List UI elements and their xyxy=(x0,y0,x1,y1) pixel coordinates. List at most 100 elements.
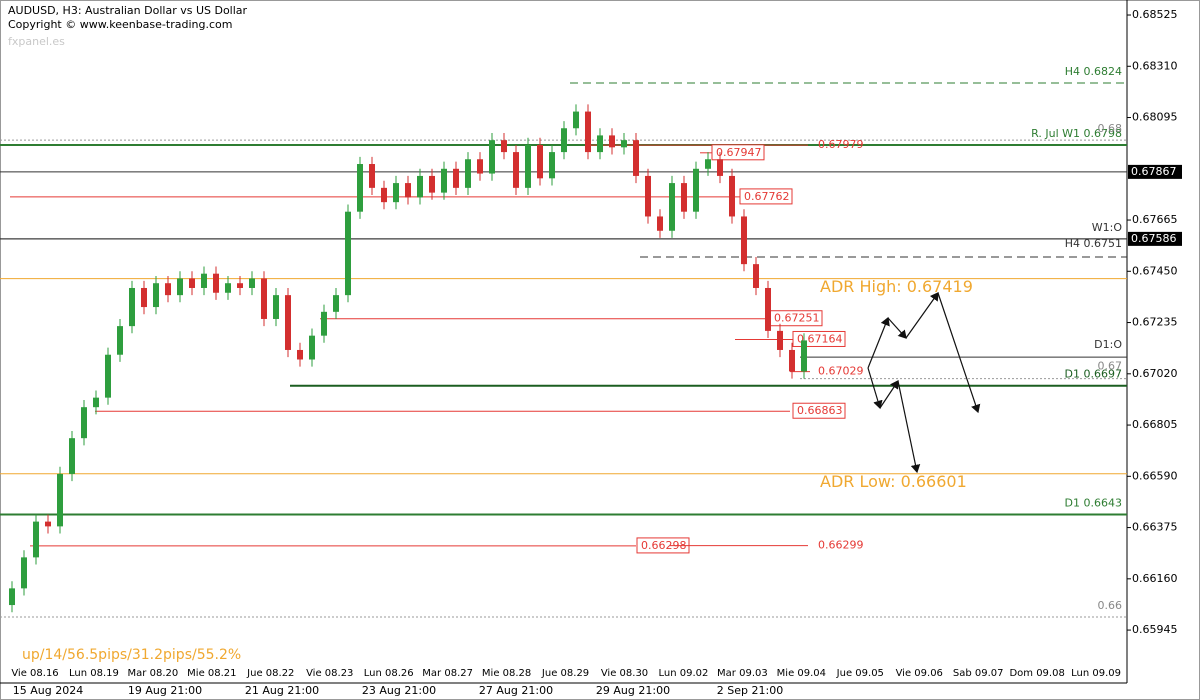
candle-body xyxy=(297,349,303,360)
level-label: H4 0.6751 xyxy=(1065,237,1122,250)
level-label: 0.66 xyxy=(1098,599,1123,612)
red-level-label: 0.67979 xyxy=(818,138,864,151)
candle-body xyxy=(21,557,27,589)
day-label: Mar 08.20 xyxy=(128,668,179,679)
level-label: W1:O xyxy=(1092,221,1123,234)
candle-body xyxy=(453,168,459,188)
red-level-label: 0.66863 xyxy=(797,404,843,417)
red-level-box xyxy=(792,402,846,419)
candle-body xyxy=(501,140,507,153)
candle-body xyxy=(429,175,435,193)
candle-body xyxy=(93,397,99,408)
candle-body xyxy=(357,164,363,212)
candle-body xyxy=(69,438,75,474)
axis-mark-box xyxy=(1128,164,1182,179)
candle-body xyxy=(693,168,699,212)
date-label: 23 Aug 21:00 xyxy=(362,684,436,697)
red-level-label: 0.66298 xyxy=(641,539,687,552)
y-tick-label: 0.67020 xyxy=(1132,367,1178,380)
candle-body xyxy=(225,283,231,293)
candle-body xyxy=(669,183,675,231)
candle-body xyxy=(405,183,411,198)
candle-body xyxy=(141,287,147,308)
day-label: Mar 09.03 xyxy=(717,668,768,679)
candle-body xyxy=(129,287,135,327)
candle-body xyxy=(489,140,495,174)
date-label: 29 Aug 21:00 xyxy=(596,684,670,697)
watermark: fxpanel.es xyxy=(8,35,65,48)
level-label: D1 0.6697 xyxy=(1065,368,1122,381)
candle-body xyxy=(681,183,687,212)
date-label: 15 Aug 2024 xyxy=(13,684,83,697)
candle-body xyxy=(465,159,471,188)
red-level-box xyxy=(711,144,765,161)
candle-body xyxy=(165,283,171,296)
candle-body xyxy=(477,159,483,174)
day-label: Vie 08.30 xyxy=(601,668,648,679)
candle-body xyxy=(561,128,567,153)
candle-body xyxy=(333,295,339,312)
day-label: Vie 08.16 xyxy=(11,668,58,679)
candle-body xyxy=(285,295,291,350)
candle-body xyxy=(705,159,711,169)
candle-body xyxy=(513,152,519,188)
candle-body xyxy=(657,216,663,231)
y-tick-label: 0.68525 xyxy=(1132,8,1178,21)
forecast-arrows xyxy=(867,292,981,474)
candle-body xyxy=(273,295,279,319)
y-tick-label: 0.66160 xyxy=(1132,572,1178,585)
level-label: ADR Low: 0.66601 xyxy=(820,472,967,491)
candle-body xyxy=(393,183,399,203)
y-tick-label: 0.68095 xyxy=(1132,111,1178,124)
y-tick-label: 0.67450 xyxy=(1132,264,1178,277)
candle-body xyxy=(201,273,207,288)
arrow xyxy=(867,316,890,369)
arrow xyxy=(879,380,899,409)
day-label: Mie 08.21 xyxy=(187,668,236,679)
candle-body xyxy=(345,211,351,296)
arrow xyxy=(905,292,939,339)
candle-body xyxy=(549,152,555,179)
day-label: Lun 08.26 xyxy=(364,668,414,679)
candle-body xyxy=(729,175,735,217)
red-level-label: 0.67947 xyxy=(716,146,762,159)
candle-body xyxy=(753,264,759,288)
candle-body xyxy=(717,159,723,176)
candle-body xyxy=(525,144,531,188)
candle-body xyxy=(573,111,579,129)
y-tick-label: 0.66805 xyxy=(1132,418,1178,431)
day-label: Dom 09.08 xyxy=(1009,668,1064,679)
level-label: D1:O xyxy=(1094,338,1122,351)
candle-body xyxy=(237,283,243,288)
arrow xyxy=(867,367,883,410)
axis-mark-label: 0.67586 xyxy=(1131,232,1177,245)
chart-title: AUDUSD, H3: Australian Dollar vs US Doll… xyxy=(8,4,248,17)
candle-body xyxy=(441,168,447,193)
level-label: ADR High: 0.67419 xyxy=(820,277,973,296)
y-tick-label: 0.65945 xyxy=(1132,623,1178,636)
arrow xyxy=(937,292,981,414)
candle-body xyxy=(765,287,771,331)
candle-body xyxy=(177,278,183,296)
day-label: Mar 08.27 xyxy=(422,668,473,679)
candle-body xyxy=(645,175,651,217)
day-label: Vie 09.06 xyxy=(896,668,943,679)
red-level-label: 0.67029 xyxy=(818,365,864,378)
candle-body xyxy=(45,521,51,527)
stats-footer: up/14/56.5pips/31.2pips/55.2% xyxy=(22,647,241,663)
level-label: 0.67 xyxy=(1098,360,1123,373)
axis-mark-box xyxy=(1128,231,1182,246)
candle-body xyxy=(789,349,795,372)
red-level-label: 0.67164 xyxy=(797,332,843,345)
red-level-label: 0.67251 xyxy=(774,312,820,325)
candle-body xyxy=(369,164,375,188)
candle-body xyxy=(381,187,387,203)
date-label: 19 Aug 21:00 xyxy=(128,684,202,697)
level-label: H4 0.6824 xyxy=(1065,65,1122,78)
candle-body xyxy=(321,311,327,336)
day-label: Lun 09.09 xyxy=(1071,668,1121,679)
y-tick-label: 0.66375 xyxy=(1132,521,1178,534)
red-level-label: 0.66299 xyxy=(818,539,864,552)
